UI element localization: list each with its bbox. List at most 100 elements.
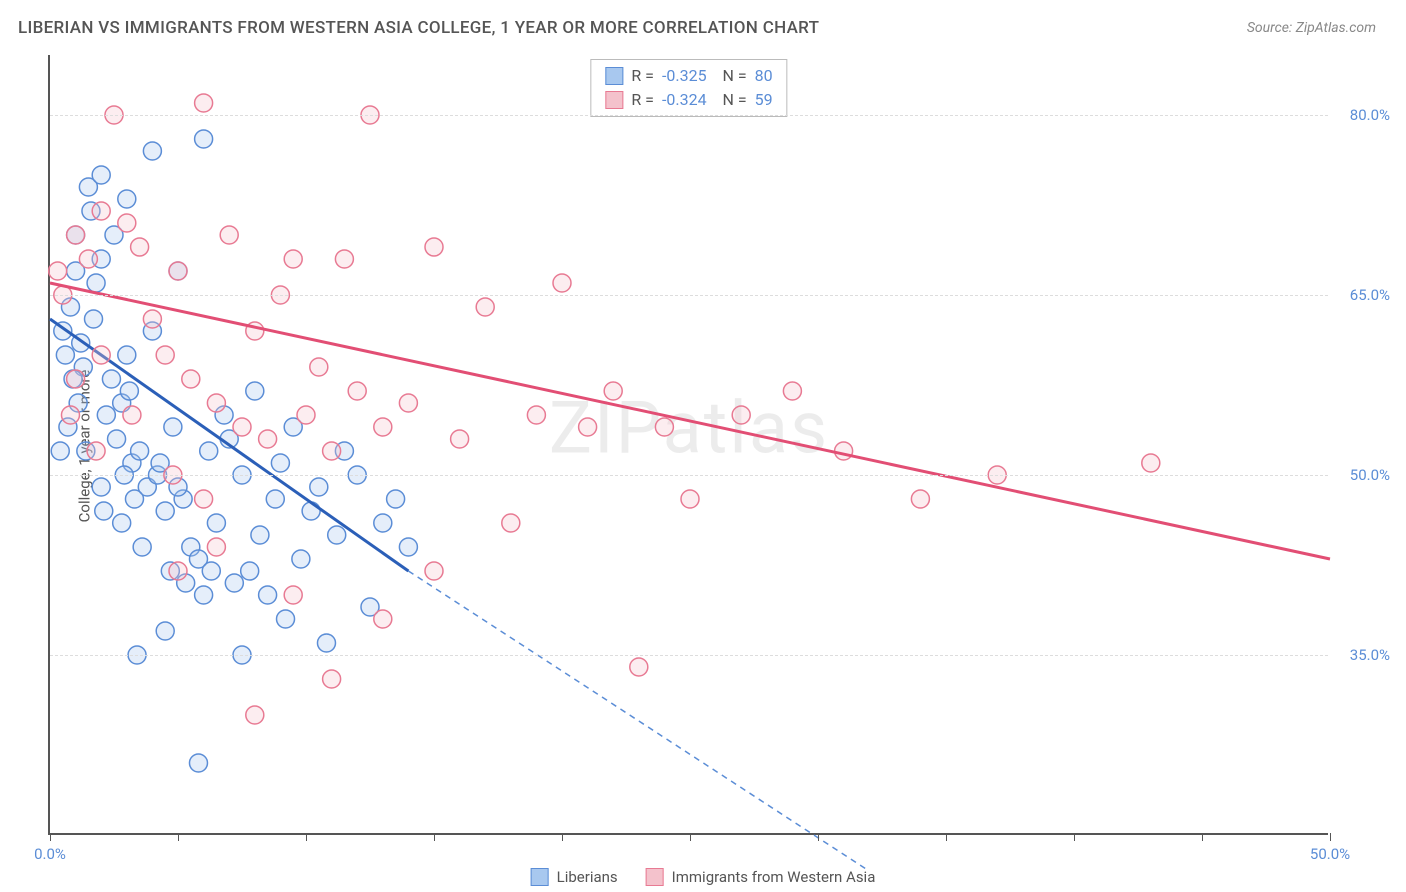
data-point: [310, 478, 328, 496]
data-point: [87, 442, 105, 460]
legend-swatch: [605, 91, 623, 109]
stats-row: R =-0.325 N =80: [605, 64, 772, 88]
x-tick: [562, 833, 563, 841]
data-point: [284, 250, 302, 268]
data-point: [297, 406, 315, 424]
legend-label: Liberians: [557, 868, 618, 886]
data-point: [169, 562, 187, 580]
scatter-svg: [50, 55, 1328, 833]
data-point: [502, 514, 520, 532]
data-point: [169, 262, 187, 280]
data-point: [425, 562, 443, 580]
data-point: [374, 418, 392, 436]
data-point: [271, 454, 289, 472]
data-point: [131, 238, 149, 256]
gridline: [50, 655, 1328, 656]
stat-label: N =: [715, 64, 747, 88]
source-label: Source: ZipAtlas.com: [1247, 20, 1376, 36]
data-point: [323, 442, 341, 460]
data-point: [49, 262, 67, 280]
data-point: [189, 754, 207, 772]
x-tick: [1202, 833, 1203, 841]
data-point: [374, 514, 392, 532]
data-point: [425, 238, 443, 256]
stat-label: N =: [715, 88, 747, 112]
data-point: [182, 370, 200, 388]
data-point: [87, 274, 105, 292]
legend-label: Immigrants from Western Asia: [672, 868, 876, 886]
legend-swatch: [605, 67, 623, 85]
x-tick: [50, 833, 51, 841]
data-point: [476, 298, 494, 316]
stats-row: R =-0.324 N =59: [605, 88, 772, 112]
chart-title: LIBERIAN VS IMMIGRANTS FROM WESTERN ASIA…: [18, 18, 819, 38]
data-point: [310, 358, 328, 376]
y-tick-label: 65.0%: [1350, 286, 1390, 304]
data-point: [61, 406, 79, 424]
data-point: [67, 370, 85, 388]
x-tick: [946, 833, 947, 841]
data-point: [102, 370, 120, 388]
data-point: [92, 478, 110, 496]
data-point: [399, 394, 417, 412]
data-point: [604, 382, 622, 400]
data-point: [156, 502, 174, 520]
data-point: [195, 586, 213, 604]
data-point: [156, 622, 174, 640]
data-point: [120, 382, 138, 400]
data-point: [251, 526, 269, 544]
data-point: [97, 406, 115, 424]
data-point: [118, 214, 136, 232]
data-point: [225, 574, 243, 592]
data-point: [302, 502, 320, 520]
gridline: [50, 475, 1328, 476]
data-point: [292, 550, 310, 568]
x-tick: [1074, 833, 1075, 841]
data-point: [681, 490, 699, 508]
data-point: [783, 382, 801, 400]
data-point: [195, 490, 213, 508]
data-point: [143, 142, 161, 160]
data-point: [317, 634, 335, 652]
data-point: [374, 610, 392, 628]
data-point: [233, 418, 251, 436]
data-point: [67, 226, 85, 244]
data-point: [113, 514, 131, 532]
data-point: [246, 706, 264, 724]
data-point: [579, 418, 597, 436]
data-point: [195, 130, 213, 148]
data-point: [108, 430, 126, 448]
plot-area: ZIPatlas R =-0.325 N =80R =-0.324 N =59 …: [48, 55, 1328, 835]
data-point: [133, 538, 151, 556]
x-tick-label: 0.0%: [34, 845, 66, 863]
data-point: [241, 562, 259, 580]
data-point: [92, 202, 110, 220]
data-point: [56, 346, 74, 364]
data-point: [118, 346, 136, 364]
data-point: [200, 442, 218, 460]
bottom-legend: Liberians Immigrants from Western Asia: [531, 868, 876, 886]
data-point: [553, 274, 571, 292]
gridline: [50, 115, 1328, 116]
data-point: [207, 514, 225, 532]
data-point: [156, 346, 174, 364]
data-point: [92, 346, 110, 364]
data-point: [911, 490, 929, 508]
stat-r-value: -0.325: [662, 64, 707, 88]
data-point: [323, 670, 341, 688]
stat-r-value: -0.324: [662, 88, 707, 112]
data-point: [335, 250, 353, 268]
data-point: [246, 382, 264, 400]
legend-swatch: [646, 868, 664, 886]
stats-box: R =-0.325 N =80R =-0.324 N =59: [590, 59, 787, 117]
data-point: [79, 250, 97, 268]
data-point: [630, 658, 648, 676]
data-point: [143, 310, 161, 328]
data-point: [259, 586, 277, 604]
data-point: [95, 502, 113, 520]
data-point: [284, 586, 302, 604]
data-point: [164, 418, 182, 436]
data-point: [732, 406, 750, 424]
data-point: [348, 382, 366, 400]
data-point: [387, 490, 405, 508]
